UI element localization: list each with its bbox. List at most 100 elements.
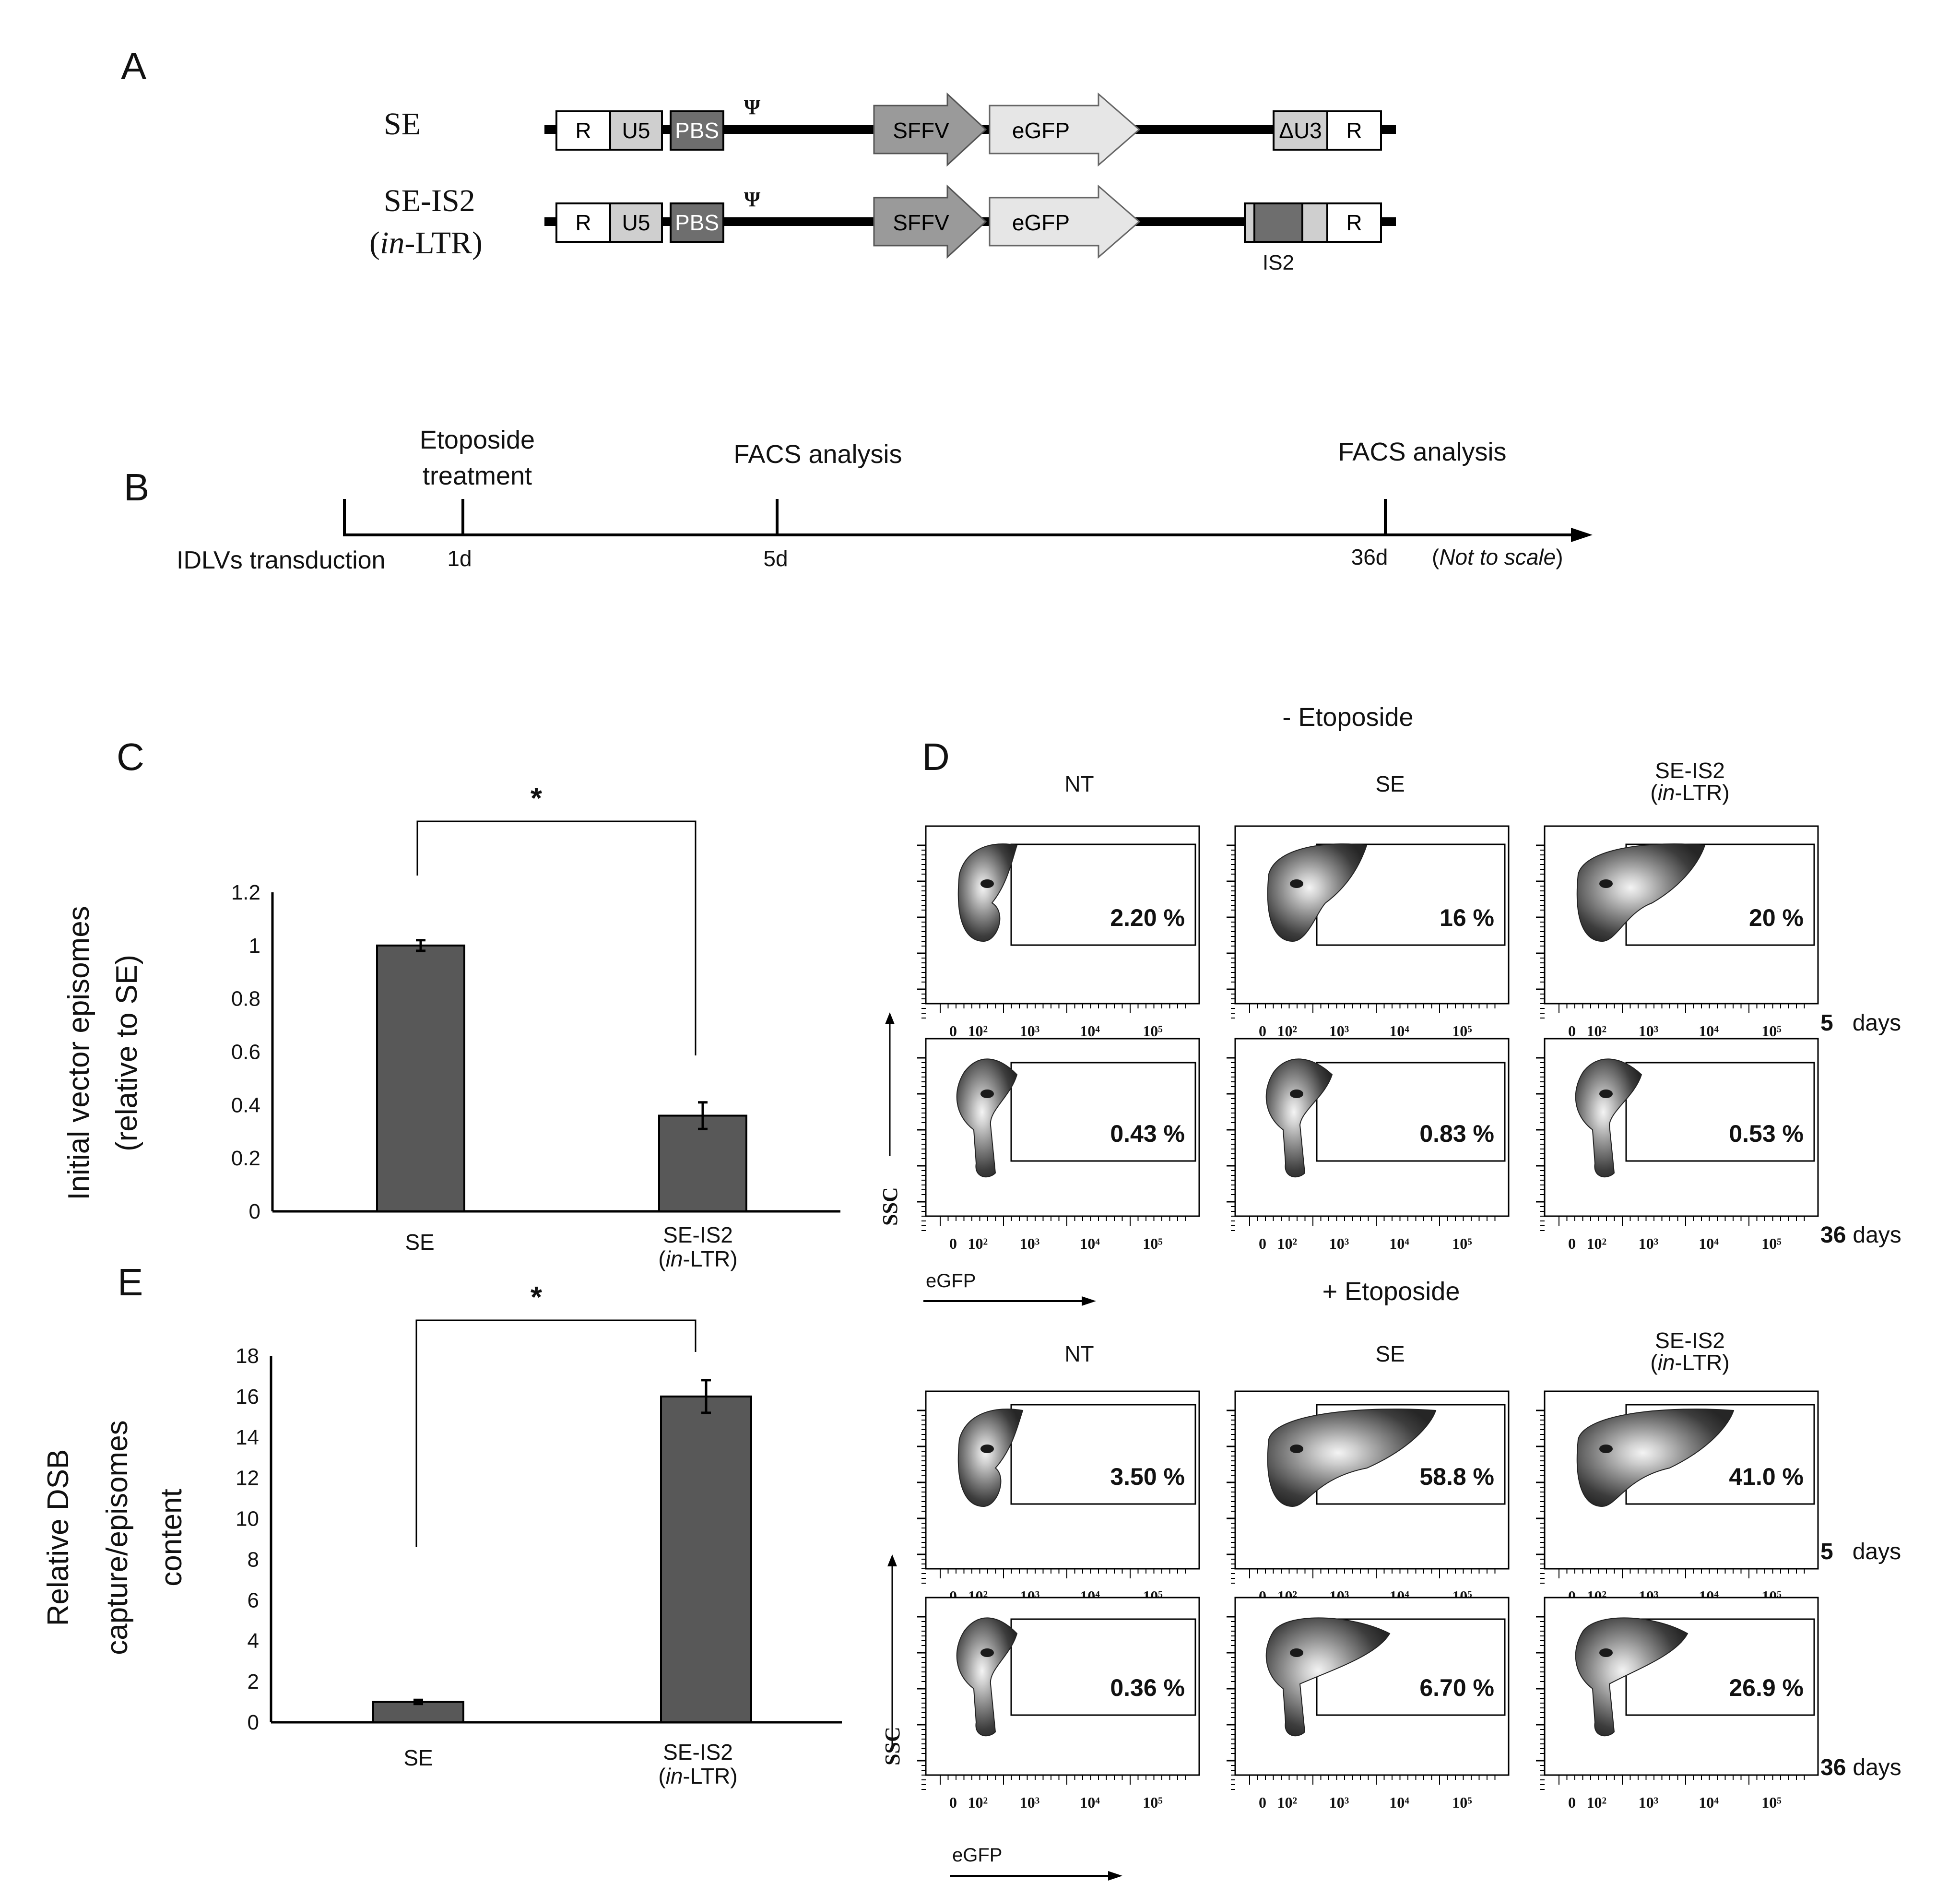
is2-insert-box xyxy=(1253,202,1303,243)
chart-c-category-se: SE xyxy=(405,1230,434,1255)
x-tick-label: 0 xyxy=(1259,1794,1266,1811)
x-tick-label: 0 xyxy=(1568,1235,1576,1252)
y-tick-label: 4 xyxy=(248,1629,259,1653)
y-tick-label: 0.6 xyxy=(231,1041,260,1064)
x-tick-label: 10³ xyxy=(1329,1022,1349,1040)
psi-symbol: Ψ xyxy=(744,95,761,119)
panel-e-letter: E xyxy=(118,1261,143,1303)
x-tick-label: 10⁵ xyxy=(1143,1235,1163,1252)
ssc-arrowhead xyxy=(885,1012,895,1024)
cell-population-density xyxy=(956,1058,1018,1178)
x-tick-label: 10⁵ xyxy=(1761,1235,1782,1252)
gate-rectangle xyxy=(1010,1618,1196,1716)
sffv-label: SFFV xyxy=(893,118,949,143)
y-tick-label: 1 xyxy=(249,934,260,958)
event-etoposide-line2: treatment xyxy=(423,462,532,490)
pbs-box xyxy=(670,202,724,243)
cell-population-density xyxy=(1265,1617,1391,1737)
event-facs-36d: FACS analysis xyxy=(1338,438,1506,466)
significance-star: * xyxy=(531,782,543,815)
gate-percentage: 58.8 % xyxy=(1419,1463,1494,1490)
day-label-5d: 5d xyxy=(763,546,788,571)
x-tick-label: 10⁴ xyxy=(1080,1022,1100,1040)
y-tick-label: 10 xyxy=(236,1507,259,1531)
construct-se-is2-label-line2: (in-LTR) xyxy=(369,225,483,261)
delta-u3-label: ΔU3 xyxy=(1279,118,1322,143)
density-core xyxy=(980,1445,994,1453)
construct-se: SE R U5 PBS Ψ SFFV eGFP ΔU3 R xyxy=(384,92,1396,167)
x-tick-label: 10³ xyxy=(1639,1794,1659,1811)
pbs-box xyxy=(670,110,724,151)
cell-population-density xyxy=(1576,1409,1735,1507)
x-tick-label: 10² xyxy=(1277,1022,1298,1040)
cell-population-density xyxy=(956,1617,1018,1737)
ltr-r-label: R xyxy=(575,118,591,143)
x-tick-label: 10⁵ xyxy=(1761,1794,1782,1811)
flow-plot: 0 10² 10³ 10⁴ 10⁵ 16 % xyxy=(1227,825,1510,1040)
density-core xyxy=(1599,1090,1613,1098)
start-label: IDLVs transduction xyxy=(177,546,385,574)
y-tick-label: 16 xyxy=(236,1385,259,1409)
chart-e-ylabel-line3: content xyxy=(155,1489,188,1586)
ltr-r3-label: R xyxy=(1346,210,1362,235)
is2-label: IS2 xyxy=(1263,251,1294,274)
density-core xyxy=(980,1090,994,1098)
ltr-r3-label: R xyxy=(1346,118,1362,143)
y-tick-label: 18 xyxy=(236,1344,259,1368)
egfp-gene-arrow xyxy=(989,184,1141,259)
ssc-arrowhead xyxy=(887,1554,897,1566)
gate-percentage: 16 % xyxy=(1440,904,1494,931)
sffv-label: SFFV xyxy=(893,210,949,235)
chart-e-category-se-is2-line1: SE-IS2 xyxy=(663,1740,733,1765)
gate-rectangle xyxy=(1010,1404,1196,1505)
x-tick-label: 10⁴ xyxy=(1389,1794,1409,1811)
gate-percentage: 41.0 % xyxy=(1729,1463,1804,1490)
x-tick-label: 10² xyxy=(1277,1794,1298,1811)
pbs-label: PBS xyxy=(675,118,719,143)
flow-plot: 0 10² 10³ 10⁴ 10⁵ 0.36 % xyxy=(917,1597,1200,1811)
ssc-axis-label: SSC xyxy=(881,1727,904,1765)
ltr-r-label: R xyxy=(575,210,591,235)
y-tick-label: 0 xyxy=(249,1200,260,1223)
bar xyxy=(376,944,465,1213)
x-tick-label: 10⁴ xyxy=(1080,1235,1100,1252)
flow-plot-frame xyxy=(1234,825,1510,1005)
x-tick-label: 10⁴ xyxy=(1699,1794,1719,1811)
x-tick-label: 10³ xyxy=(1639,1235,1659,1252)
x-tick-label: 10² xyxy=(1587,1794,1607,1811)
pbs-label: PBS xyxy=(675,210,719,235)
sffv-promoter-arrow xyxy=(873,184,987,259)
gate-rectangle xyxy=(1010,1062,1196,1162)
density-core xyxy=(1290,879,1303,888)
significance-bracket xyxy=(416,820,697,1055)
gate-rectangle xyxy=(1010,843,1196,946)
x-tick-label: 0 xyxy=(1259,1235,1266,1252)
egfp-axis-label: eGFP xyxy=(952,1845,1002,1866)
y-tick-label: 0.8 xyxy=(231,987,260,1011)
minus-etoposide-title: - Etoposide xyxy=(1282,703,1413,732)
day-label: 36 days xyxy=(1820,1222,1901,1248)
event-facs-5d: FACS analysis xyxy=(733,440,902,469)
flow-plot: 0 10² 10³ 10⁴ 10⁵ 0.43 % xyxy=(917,1038,1200,1252)
x-tick-label: 10⁴ xyxy=(1389,1022,1409,1040)
cell-population-density xyxy=(1267,843,1368,942)
u5-label: U5 xyxy=(622,210,650,235)
x-tick-label: 10² xyxy=(968,1235,988,1252)
chart-e-ylabel-line1: Relative DSB xyxy=(42,1449,75,1626)
col-header-se: SE xyxy=(1375,771,1405,796)
y-tick-label: 0 xyxy=(248,1711,259,1734)
egfp-arrowhead xyxy=(1108,1871,1122,1881)
x-tick-label: 10² xyxy=(1277,1235,1298,1252)
x-tick-label: 10⁵ xyxy=(1452,1794,1472,1811)
gate-percentage: 6.70 % xyxy=(1419,1674,1494,1701)
cell-population-density xyxy=(1265,1058,1333,1178)
chart-c-initial-episomes: 0 0.2 0.4 0.6 0.8 1 1.2 Initial vector episome… xyxy=(62,782,840,1271)
x-tick-label: 10⁵ xyxy=(1761,1022,1782,1040)
gate-percentage: 3.50 % xyxy=(1110,1463,1185,1490)
bar xyxy=(660,1395,752,1723)
col-header-se-is2-line2: (in-LTR) xyxy=(1650,1350,1729,1375)
sffv-promoter-arrow xyxy=(873,92,987,167)
construct-se-is2-label-line1: SE-IS2 xyxy=(384,183,475,218)
chart-c-ylabel-line2: (relative to SE) xyxy=(110,955,143,1151)
